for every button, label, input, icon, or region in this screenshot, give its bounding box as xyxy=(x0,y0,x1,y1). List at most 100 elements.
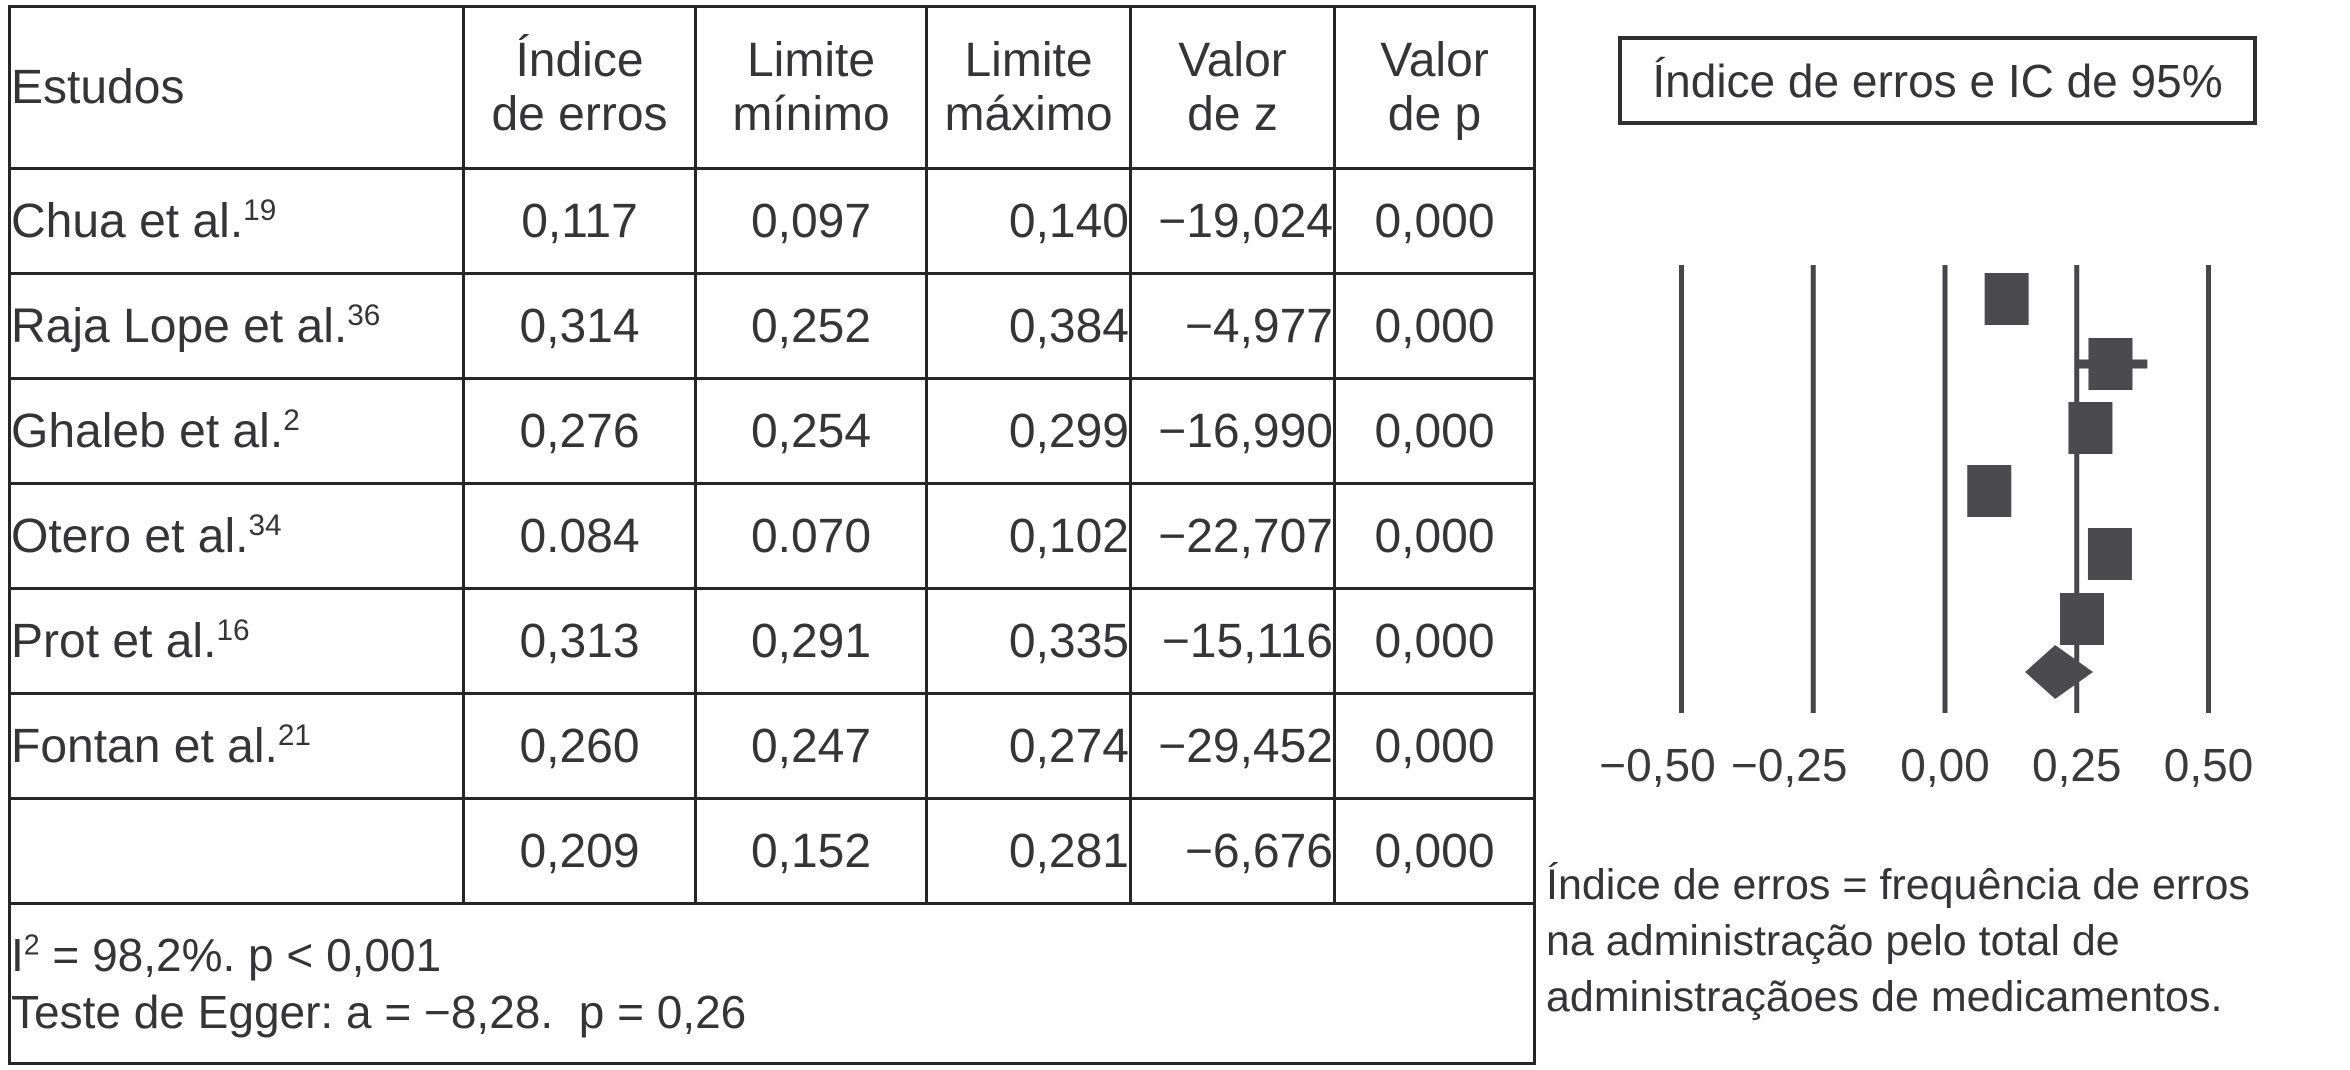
x-tick-label: 0,00 xyxy=(1900,739,1990,791)
valor-z-cell: −22,707 xyxy=(1129,482,1336,590)
header-label: de z xyxy=(1187,87,1278,141)
header-label: Valor xyxy=(1380,33,1489,87)
limite-maximo-cell: 0,299 xyxy=(925,377,1132,485)
caption-line: administraçãoes de medicamentos. xyxy=(1546,972,2223,1021)
limite-minimo-cell: 0,152 xyxy=(694,797,928,905)
indice-cell: 0,313 xyxy=(462,587,697,695)
limite-minimo-cell: 0,247 xyxy=(694,692,928,800)
study-name: Chua et al. xyxy=(11,194,244,248)
indice-cell: 0,260 xyxy=(462,692,697,800)
column-header-valor-p: Valor de p xyxy=(1333,5,1536,170)
limite-maximo-cell: 0,335 xyxy=(925,587,1132,695)
limite-maximo-cell: 0,384 xyxy=(925,272,1132,380)
column-header-indice: Índice de erros xyxy=(462,5,697,170)
plot-caption: Índice de erros = frequência de erros na… xyxy=(1546,858,2348,1026)
valor-p-cell: 0,000 xyxy=(1333,587,1536,695)
pooled-diamond-marker xyxy=(2025,645,2094,699)
plot-title-box: Índice de erros e IC de 95% xyxy=(1618,36,2257,125)
study-name: Otero et al. xyxy=(11,509,249,563)
header-label: Limite xyxy=(964,33,1093,87)
limite-maximo-cell: 0,102 xyxy=(925,482,1132,590)
limite-maximo-cell: 0,281 xyxy=(925,797,1132,905)
x-tick-label: 0,25 xyxy=(2032,739,2122,791)
header-label: de erros xyxy=(491,87,668,141)
x-tick-label: 0,50 xyxy=(2164,739,2254,791)
table-row: 0,209 0,152 0,281 −6,676 0,000 xyxy=(8,797,1536,905)
study-cell: Chua et al.19 xyxy=(8,167,465,275)
footer-row: I2 = 98,2%. p < 0,001 Teste de Egger: a … xyxy=(8,902,1536,1065)
study-name: Raja Lope et al. xyxy=(11,299,348,353)
header-label: Índice xyxy=(515,33,644,87)
study-name: Prot et al. xyxy=(11,614,217,668)
indice-cell: 0,117 xyxy=(462,167,697,275)
study-reference-number: 34 xyxy=(248,508,282,542)
study-name: Fontan et al. xyxy=(11,719,278,773)
valor-z-cell: −6,676 xyxy=(1129,797,1336,905)
meta-analysis-table: Estudos Índice de erros Limite mínimo Li… xyxy=(8,5,1536,1065)
valor-z-cell: −4,977 xyxy=(1129,272,1336,380)
valor-p-cell: 0,000 xyxy=(1333,272,1536,380)
table-row: Ghaleb et al.2 0,276 0,254 0,299 −16,990 0,00… xyxy=(8,377,1536,485)
table-row: Otero et al.34 0.084 0.070 0,102 −22,707 0,00… xyxy=(8,482,1536,590)
valor-z-cell: −19,024 xyxy=(1129,167,1336,275)
limite-minimo-cell: 0,291 xyxy=(694,587,928,695)
limite-maximo-cell: 0,274 xyxy=(925,692,1132,800)
study-reference-number: 21 xyxy=(277,718,311,752)
study-square-marker xyxy=(2087,528,2132,580)
study-square-marker xyxy=(1984,273,2029,325)
valor-z-cell: −16,990 xyxy=(1129,377,1336,485)
plot-title: Índice de erros e IC de 95% xyxy=(1652,54,2223,107)
x-tick-label: −0,50 xyxy=(1599,739,1715,791)
indice-cell: 0,276 xyxy=(462,377,697,485)
table-row: Fontan et al.21 0,260 0,247 0,274 −29,452 0,0… xyxy=(8,692,1536,800)
indice-cell: 0,209 xyxy=(462,797,697,905)
table-footer: I2 = 98,2%. p < 0,001 Teste de Egger: a … xyxy=(8,902,1536,1065)
header-row: Estudos Índice de erros Limite mínimo Li… xyxy=(8,5,1536,170)
study-square-marker xyxy=(2088,338,2133,390)
egger-test-note: Teste de Egger: a = −8,28. p = 0,26 xyxy=(11,985,747,1038)
heterogeneity-note: I2 = 98,2%. p < 0,001 xyxy=(11,929,442,982)
column-header-limite-minimo: Limite mínimo xyxy=(694,5,928,170)
study-reference-number: 16 xyxy=(216,613,250,647)
study-reference-number: 36 xyxy=(347,298,381,332)
table-row: Prot et al.16 0,313 0,291 0,335 −15,116 0,000 xyxy=(8,587,1536,695)
caption-line: Índice de erros = frequência de erros xyxy=(1546,861,2250,909)
column-header-limite-maximo: Limite máximo xyxy=(925,5,1132,170)
indice-cell: 0.084 xyxy=(462,482,697,590)
valor-p-cell: 0,000 xyxy=(1333,482,1536,590)
header-label: Valor xyxy=(1178,33,1287,87)
caption-line: na administração pelo total de xyxy=(1546,916,2120,965)
study-square-marker xyxy=(2068,402,2113,454)
study-name: Ghaleb et al. xyxy=(11,404,284,458)
limite-minimo-cell: 0,254 xyxy=(694,377,928,485)
table-row: Chua et al.19 0,117 0,097 0,140 −19,024 0,000 xyxy=(8,167,1536,275)
study-cell: Otero et al.34 xyxy=(8,482,465,590)
table-row: Raja Lope et al.36 0,314 0,252 0,384 −4,977 0… xyxy=(8,272,1536,380)
indice-cell: 0,314 xyxy=(462,272,697,380)
valor-p-cell: 0,000 xyxy=(1333,692,1536,800)
header-label: máximo xyxy=(944,87,1113,141)
study-reference-number: 2 xyxy=(283,403,300,437)
column-header-valor-z: Valor de z xyxy=(1129,5,1336,170)
header-label: de p xyxy=(1387,87,1482,141)
header-label: mínimo xyxy=(732,87,890,141)
study-cell: Fontan et al.21 xyxy=(8,692,465,800)
x-tick-label: −0,25 xyxy=(1731,739,1847,791)
column-header-estudos: Estudos xyxy=(8,5,465,170)
limite-minimo-cell: 0,097 xyxy=(694,167,928,275)
study-cell: Raja Lope et al.36 xyxy=(8,272,465,380)
study-cell xyxy=(8,797,465,905)
valor-p-cell: 0,000 xyxy=(1333,797,1536,905)
study-reference-number: 19 xyxy=(243,193,277,227)
study-square-marker xyxy=(2060,593,2105,645)
study-cell: Ghaleb et al.2 xyxy=(8,377,465,485)
limite-minimo-cell: 0.070 xyxy=(694,482,928,590)
forest-plot-svg: −0,50 −0,25 0,00 0,25 0,50 xyxy=(1599,265,2254,791)
study-square-marker xyxy=(1967,465,2012,517)
valor-z-cell: −15,116 xyxy=(1129,587,1336,695)
table-header: Estudos Índice de erros Limite mínimo Li… xyxy=(8,5,1536,170)
valor-p-cell: 0,000 xyxy=(1333,377,1536,485)
header-label: Limite xyxy=(746,33,876,87)
stats-footer: I2 = 98,2%. p < 0,001 Teste de Egger: a … xyxy=(8,902,1536,1065)
